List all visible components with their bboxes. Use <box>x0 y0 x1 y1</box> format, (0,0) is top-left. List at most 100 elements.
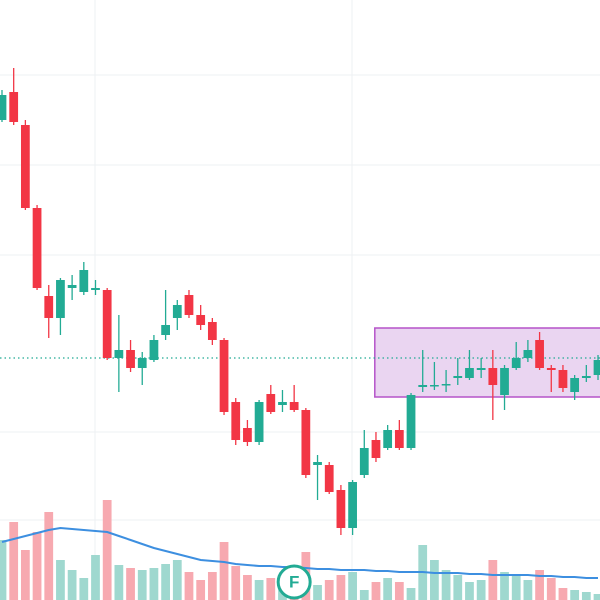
volume-bar <box>266 578 276 600</box>
candle-body <box>453 376 463 378</box>
volume-bar <box>56 560 65 600</box>
candle-body <box>511 358 521 368</box>
candle-body <box>207 322 217 340</box>
volume-bar <box>137 570 147 600</box>
candle-body <box>231 402 241 440</box>
volume-bar <box>453 575 463 600</box>
volume-bar <box>348 572 357 600</box>
volume-bar <box>465 582 474 600</box>
volume-bar <box>511 575 521 600</box>
volume-bar <box>79 578 89 600</box>
volume-bar <box>488 560 498 600</box>
volume-bar <box>196 580 206 600</box>
candle-body <box>44 296 54 318</box>
candle-body <box>535 340 544 368</box>
volume-bar <box>476 580 486 600</box>
candle-body <box>500 368 509 395</box>
volume-bar <box>207 572 217 600</box>
volume-bar <box>44 512 54 600</box>
candle-body <box>196 315 206 325</box>
candle-body <box>371 440 381 458</box>
volume-bar <box>9 522 19 600</box>
candle-body <box>313 462 322 465</box>
candle-body <box>523 350 533 358</box>
volume-bar <box>313 585 322 600</box>
candle-body <box>9 92 19 122</box>
candle-body <box>126 350 135 368</box>
candle-body <box>581 376 591 378</box>
volume-bar <box>91 555 100 600</box>
volume-bar <box>219 542 229 600</box>
volume-bar <box>114 565 124 600</box>
candle-body <box>430 385 439 387</box>
event-marker-label: F <box>289 572 299 591</box>
candle-body <box>114 350 124 358</box>
volume-bar <box>546 578 556 600</box>
volume-bar <box>161 564 170 600</box>
candle-body <box>324 465 334 492</box>
candle-body <box>418 385 428 387</box>
volume-bar <box>500 572 509 600</box>
candle-body <box>137 358 147 368</box>
volume-bar <box>394 582 404 600</box>
candle-body <box>383 430 393 448</box>
volume-bar <box>593 594 600 600</box>
candle-body <box>359 448 369 475</box>
candle-body <box>465 368 474 378</box>
candle-body <box>254 402 264 442</box>
candle-body <box>289 402 299 410</box>
volume-bar <box>0 540 7 600</box>
candle-body <box>406 395 416 448</box>
candle-body <box>278 402 287 405</box>
volume-bar <box>336 575 346 600</box>
candle-body <box>570 378 580 392</box>
volume-bar <box>570 590 580 600</box>
volume-bar <box>581 592 591 600</box>
candle-body <box>32 208 42 288</box>
candle-body <box>20 125 30 208</box>
candle-body <box>243 428 252 442</box>
candle-body <box>441 384 451 386</box>
candle-body <box>56 280 65 318</box>
volume-bar <box>523 580 533 600</box>
candle-body <box>161 325 170 335</box>
volume-bar <box>126 568 135 600</box>
volume-bar <box>102 500 112 600</box>
candle-body <box>91 288 100 290</box>
volume-bar <box>324 580 334 600</box>
volume-bar <box>243 575 252 600</box>
volume-bar <box>231 566 241 600</box>
volume-bar <box>32 532 42 600</box>
volume-bar <box>20 550 30 600</box>
candle-body <box>476 368 486 370</box>
candle-body <box>394 430 404 448</box>
candle-body <box>67 285 77 288</box>
candle-body <box>149 340 159 360</box>
candle-body <box>102 290 112 358</box>
candle-body <box>172 305 182 318</box>
candle-body <box>266 394 276 412</box>
volume-bar <box>67 570 77 600</box>
volume-bar <box>149 568 159 600</box>
candle-body <box>558 370 568 388</box>
volume-bar <box>359 590 369 600</box>
candle-body <box>79 270 89 292</box>
volume-bar <box>406 588 416 600</box>
volume-bar <box>254 580 264 600</box>
candle-body <box>301 410 311 475</box>
candle-body <box>488 368 498 385</box>
candle-body <box>348 482 357 528</box>
volume-bar <box>371 582 381 600</box>
volume-bar <box>535 570 544 600</box>
volume-bar <box>383 578 393 600</box>
volume-bar <box>430 560 439 600</box>
candle-body <box>336 490 346 528</box>
volume-bar <box>172 560 182 600</box>
candle-body <box>546 368 556 370</box>
volume-bar <box>441 570 451 600</box>
volume-bar <box>184 572 194 600</box>
candle-body <box>219 340 229 412</box>
candle-body <box>184 295 194 315</box>
